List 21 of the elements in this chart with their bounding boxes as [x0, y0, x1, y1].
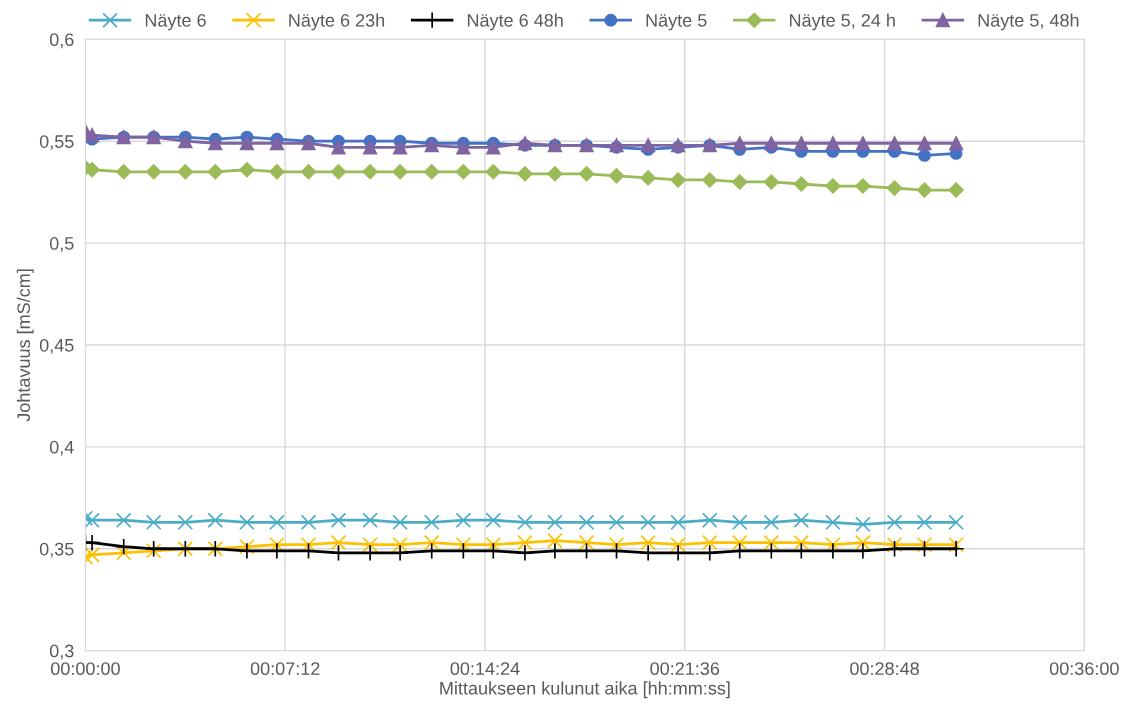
y-tick-label: 0,4 [49, 440, 74, 456]
y-tick-label: 0,6 [49, 33, 74, 49]
y-tick-label: 0,35 [39, 542, 74, 558]
legend-label: Näyte 5, 24 h [790, 13, 895, 31]
legend-label: Näyte 6 23h [289, 13, 385, 31]
x-axis-title: Mittaukseen kulunut aika [hh:mm:ss] [440, 681, 730, 699]
x-tick-label: 00:21:36 [650, 662, 720, 676]
y-tick-label: 0,55 [39, 135, 74, 151]
x-tick-label: 00:00:00 [50, 662, 120, 676]
legend-label: Näyte 5 [646, 14, 707, 31]
y-axis-title: Johtavuus [mS/cm] [16, 269, 34, 422]
y-tick-label: 0,3 [49, 644, 74, 660]
x-tick-label: 00:14:24 [450, 662, 520, 676]
legend-label: Näyte 5, 48h [978, 13, 1079, 31]
x-tick-label: 00:36:00 [1049, 662, 1119, 676]
x-tick-label: 00:28:48 [850, 662, 919, 676]
y-tick-label: 0,45 [39, 338, 74, 354]
legend-label: Näyte 6 48h [467, 13, 563, 31]
legend-label: Näyte 6 [145, 13, 206, 31]
x-tick-label: 00:07:12 [250, 662, 320, 676]
y-tick-label: 0,5 [49, 237, 74, 252]
